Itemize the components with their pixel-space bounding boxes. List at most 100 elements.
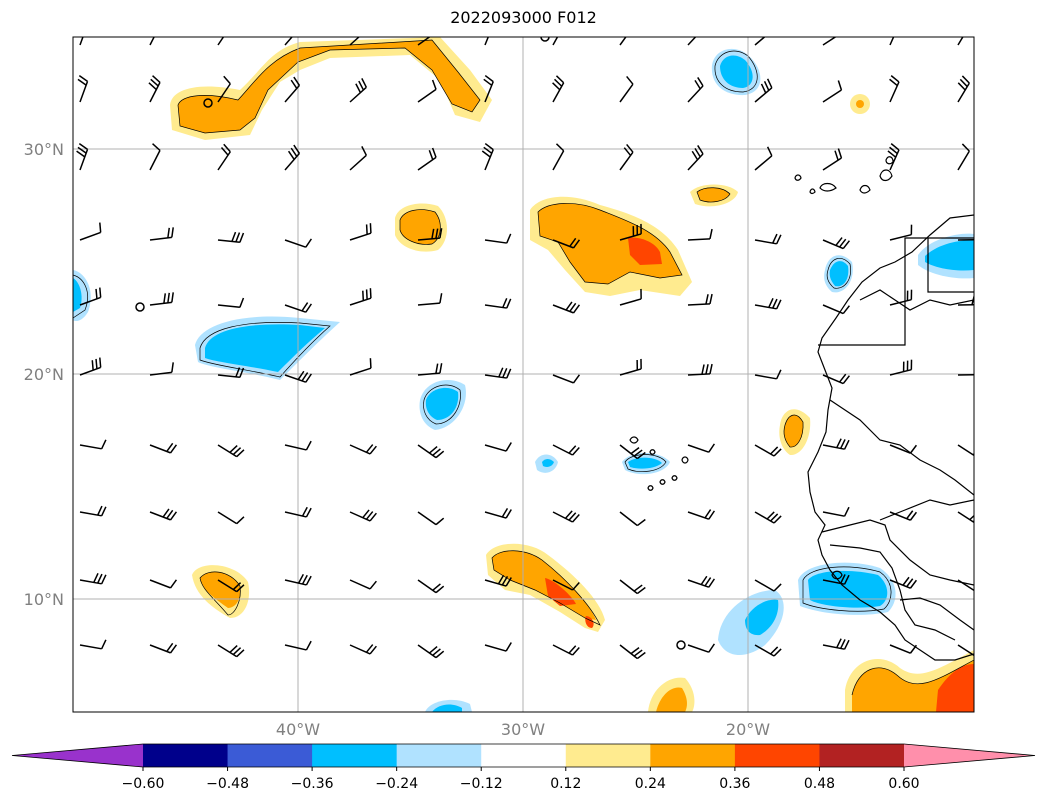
wind-barb [284,370,313,383]
wind-barb [889,75,900,103]
wind-barb [417,79,437,103]
colorbar-tick-label: −0.60 [122,776,165,792]
wind-barb [79,222,102,241]
latitude-labels: 30°N 20°N 10°N [24,140,64,609]
wind-barb [957,511,974,524]
colorbar-tick-label: 0.48 [804,776,835,792]
wind-barb [754,644,782,657]
wind-barbs [76,37,974,660]
lon-label-30w: 30°W [501,720,545,739]
wind-barb [619,511,646,527]
wind-barb [754,78,773,103]
wind-barb [957,37,964,46]
wind-barb [79,287,102,306]
wind-barb [754,444,782,457]
wind-barb [481,142,494,171]
colorbar-tick-label: −0.24 [375,776,418,792]
wind-barb [687,77,704,103]
wind-barb [149,579,178,589]
wind-barb [754,369,782,380]
colorbar-segment [565,744,651,767]
colorbar-extend-min [12,744,143,767]
wind-barb [349,78,368,103]
colorbar-tick-label: −0.36 [291,776,334,792]
wind-barb [217,367,245,379]
contour-lines [73,39,974,696]
lat-label-20n: 20°N [24,365,64,384]
wind-barb [484,642,512,652]
wind-barb [822,506,850,517]
wind-barb [889,444,918,454]
wind-barb [754,511,782,524]
wind-barb [957,75,970,103]
colorbar-segment [819,744,905,767]
wind-barb [957,143,970,171]
positive-anomaly-shading [170,37,974,712]
lat-label-10n: 10°N [24,590,64,609]
wind-barb [217,75,231,103]
colorbar-segment [481,744,567,767]
wind-barb [619,644,646,660]
colorbar-segment [143,744,229,767]
wind-barb [417,579,445,594]
wind-barb [957,373,974,376]
wind-barb [483,74,494,103]
wind-barb [822,304,850,315]
wind-barb [77,74,89,103]
wind-barb [552,143,565,171]
wind-barb [619,223,642,241]
wind-barb [822,574,850,585]
wind-barb [552,444,580,456]
wind-barb [889,644,918,654]
wind-barb [887,143,900,171]
wind-barb [417,511,445,526]
wind-barb [687,509,716,520]
wind-barb [687,37,697,46]
calm-circles [135,37,686,650]
wind-barb [957,644,974,657]
colorbar-tick-label: 0.60 [888,776,919,792]
wind-barb [552,37,559,46]
wind-barb [417,363,443,376]
wind-barb [822,373,850,385]
wind-barb [619,75,634,103]
wind-barb [76,142,89,171]
wind-barb [217,37,225,46]
wind-barb [484,37,490,46]
wind-barb [149,442,178,454]
map-frame [72,36,975,713]
wind-barb [349,288,372,306]
wind-barb [619,143,634,171]
colorbar-tick-label: −0.12 [460,776,503,792]
colorbar-tick-label: −0.48 [206,776,249,792]
wind-barb [687,643,716,653]
wind-barb [822,438,850,450]
lon-label-40w: 40°W [276,720,320,739]
colorbar-tick-label: 0.12 [550,776,581,792]
wind-barb [79,439,107,450]
wind-barb [889,289,913,306]
wind-barb [754,233,782,245]
wind-barb [417,228,443,241]
wind-barb [552,237,581,249]
wind-barb [957,294,974,306]
wind-barb [754,146,773,171]
wind-barb [217,644,245,658]
wind-barb [619,37,627,46]
wind-barb [687,293,713,306]
wind-barb [284,238,313,248]
wind-barb [217,231,245,244]
map-title: 2022093000 F012 [450,8,597,27]
wind-barb [754,579,782,592]
wind-barb [149,642,178,654]
colorbar-segment [312,744,398,767]
wind-barb [822,80,843,103]
wind-barb [484,508,512,519]
lat-label-30n: 30°N [24,140,64,159]
wind-barb [349,509,377,522]
wind-barb [552,510,580,523]
colorbar-tick-label: 0.36 [719,776,750,792]
wind-barb [284,144,301,171]
wind-barb [889,510,918,521]
